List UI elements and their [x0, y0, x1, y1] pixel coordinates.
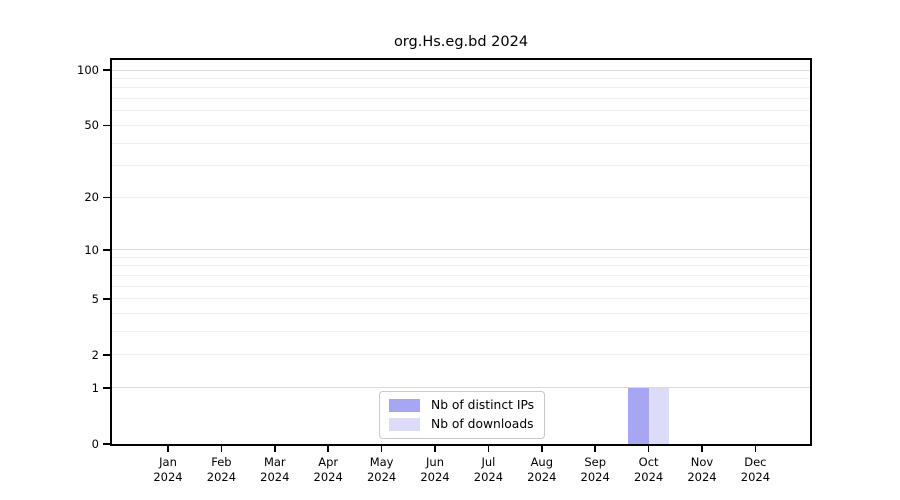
- x-tick-label-dec: Dec 2024: [723, 455, 787, 485]
- legend-label-downloads: Nb of downloads: [431, 417, 534, 431]
- y-tick: [103, 443, 110, 445]
- y-tick-label: 100: [77, 63, 99, 78]
- x-tick-month: Sep: [584, 455, 607, 469]
- x-tick: [541, 446, 543, 452]
- x-tick: [594, 446, 596, 452]
- x-tick: [754, 446, 757, 452]
- x-tick: [167, 446, 169, 452]
- x-tick-year: 2024: [473, 470, 504, 484]
- x-tick-month: Mar: [263, 455, 286, 469]
- x-tick-year: 2024: [420, 470, 450, 484]
- gridline-minor: [112, 196, 810, 198]
- legend-item-distinct-ips: Nb of distinct IPs: [389, 398, 534, 413]
- gridline-minor: [112, 354, 810, 356]
- y-tick-label: 50: [84, 118, 99, 133]
- x-tick-label-nov: Nov 2024: [670, 455, 734, 485]
- x-tick-month: Aug: [530, 455, 554, 469]
- x-tick-label-sep: Sep 2024: [563, 455, 627, 485]
- y-tick: [103, 196, 110, 199]
- x-tick-label-jul: Jul 2024: [456, 455, 520, 485]
- x-tick-label-apr: Apr 2024: [296, 455, 360, 485]
- x-tick-label-feb: Feb 2024: [189, 455, 253, 485]
- gridline-minor: [112, 285, 810, 287]
- x-tick: [380, 446, 383, 452]
- x-tick-month: Jun: [426, 455, 444, 469]
- x-tick-label-aug: Aug 2024: [510, 455, 574, 485]
- gridline-minor: [112, 142, 810, 144]
- x-tick-year: 2024: [313, 470, 343, 484]
- chart-title: org.Hs.eg.bd 2024: [393, 34, 529, 50]
- x-tick-year: 2024: [366, 470, 397, 484]
- x-tick-month: Nov: [690, 455, 714, 469]
- x-tick-label-mar: Mar 2024: [243, 455, 307, 485]
- x-tick-label-jun: Jun 2024: [403, 455, 467, 485]
- y-tick-label: 1: [91, 380, 99, 395]
- x-tick-year: 2024: [580, 470, 610, 484]
- x-tick: [647, 446, 650, 452]
- x-tick: [434, 446, 436, 452]
- x-tick-year: 2024: [740, 470, 771, 484]
- x-tick: [327, 446, 329, 452]
- gridline-minor: [112, 331, 810, 333]
- legend-swatch-downloads: [389, 418, 420, 431]
- x-tick-month: Jan: [159, 455, 177, 469]
- y-tick-label: 20: [84, 190, 99, 205]
- gridline-minor: [112, 124, 810, 126]
- y-tick: [103, 124, 110, 127]
- x-tick-year: 2024: [633, 470, 664, 484]
- legend-label-distinct-ips: Nb of distinct IPs: [431, 398, 535, 412]
- gridline-major: [112, 69, 810, 71]
- y-tick: [103, 387, 110, 389]
- gridline-minor: [112, 98, 810, 100]
- gridline-minor: [112, 110, 810, 112]
- bar-distinct-ips-oct: [628, 387, 649, 444]
- gridline-minor: [112, 298, 810, 300]
- y-tick: [103, 248, 110, 251]
- y-tick-label: 0: [91, 437, 99, 451]
- gridline-minor: [112, 275, 810, 277]
- y-tick-label: 10: [84, 242, 99, 257]
- x-tick-label-oct: Oct 2024: [617, 455, 681, 485]
- legend-item-downloads: Nb of downloads: [389, 417, 534, 432]
- x-tick-label-jan: Jan 2024: [136, 455, 200, 485]
- y-tick-label: 5: [91, 291, 99, 306]
- x-tick-year: 2024: [206, 470, 237, 484]
- x-tick: [274, 446, 276, 452]
- x-tick-month: Jul: [481, 455, 496, 469]
- x-tick-label-may: May 2024: [350, 455, 414, 485]
- gridline-minor: [112, 87, 810, 89]
- legend-swatch-distinct-ips: [389, 399, 420, 412]
- gridline-major: [112, 249, 810, 251]
- y-tick: [103, 69, 110, 71]
- x-tick-year: 2024: [687, 470, 717, 484]
- y-tick-label: 2: [91, 347, 99, 362]
- y-tick: [103, 354, 110, 356]
- x-tick-month: May: [369, 455, 394, 469]
- x-tick-year: 2024: [260, 470, 290, 484]
- gridline-minor: [112, 265, 810, 267]
- x-tick: [701, 446, 703, 452]
- x-tick-year: 2024: [527, 470, 557, 484]
- gridline-minor: [112, 313, 810, 315]
- gridline-major: [112, 387, 810, 389]
- x-tick-month: Feb: [211, 455, 232, 469]
- x-tick-month: Dec: [744, 455, 767, 469]
- x-tick: [220, 446, 223, 452]
- gridline-minor: [112, 256, 810, 258]
- plot-area: 0 1 2 5 10 20 50 100 Jan 2024 Feb 2024 Mar 2024 Apr 202…: [77, 58, 812, 484]
- legend: Nb of distinct IPs Nb of downloads: [379, 391, 546, 439]
- x-tick-month: Oct: [638, 455, 659, 469]
- bar-downloads-oct: [648, 387, 670, 444]
- x-tick-month: Apr: [318, 455, 339, 469]
- gridline-minor: [112, 78, 810, 80]
- x-tick-year: 2024: [153, 470, 183, 484]
- gridline-minor: [112, 165, 810, 167]
- x-tick: [487, 446, 490, 452]
- y-tick: [103, 298, 110, 300]
